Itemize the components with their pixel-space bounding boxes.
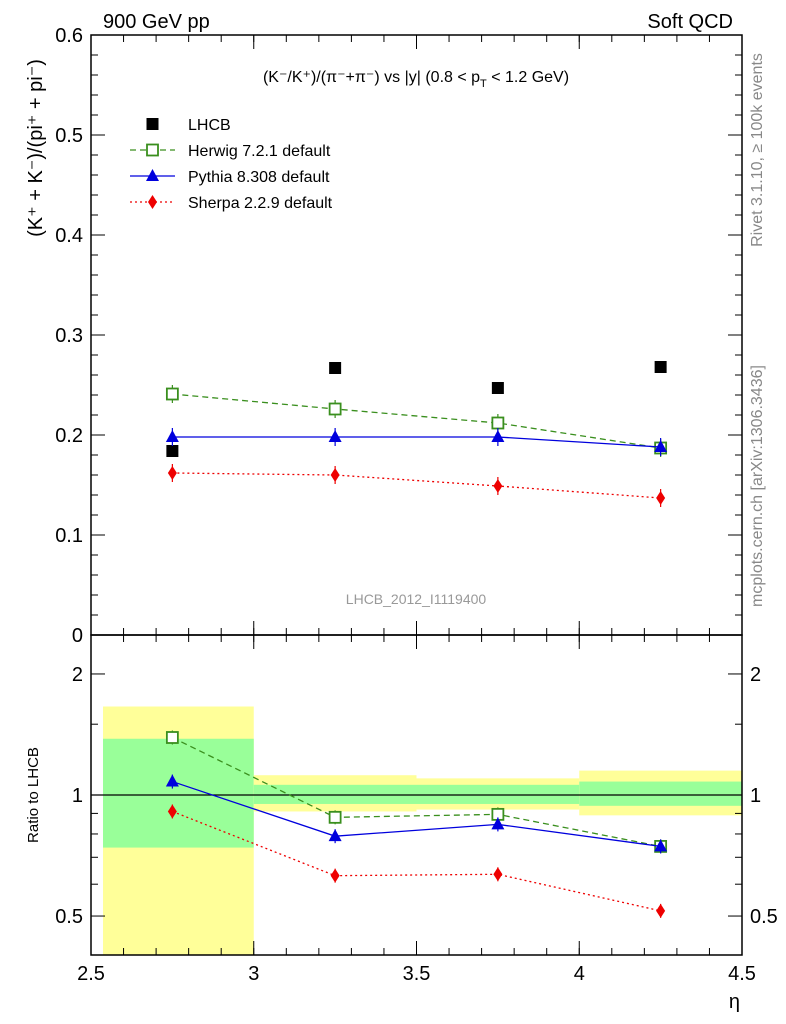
ratio-ytick-label: 0.5: [55, 906, 83, 928]
band-inner-3: [579, 781, 742, 806]
legend-label-2: Pythia 8.308 default: [188, 169, 330, 186]
legend-label-0: LHCB: [188, 117, 231, 134]
ratio-ytick-label: 1: [72, 785, 83, 807]
legend-label-1: Herwig 7.2.1 default: [188, 143, 331, 160]
main-ytick-label: 0.2: [55, 425, 83, 447]
header-right: Soft QCD: [647, 11, 733, 33]
main-point-2-3: [654, 440, 668, 452]
ratio-point-0-1: [328, 810, 342, 824]
main-point-1-2: [491, 416, 505, 430]
main-ytick-label: 0.6: [55, 25, 83, 47]
side-label-rivet: Rivet 3.1.10, ≥ 100k events: [749, 53, 766, 247]
legend: LHCB Herwig 7.2.1 default Pythia 8.308 def…: [130, 117, 333, 212]
ratio-series-line-2: [172, 810, 661, 912]
ratio-ytick-label: 2: [72, 664, 83, 686]
header-left: 900 GeV pp: [103, 11, 210, 33]
xtick-label: 4.5: [728, 963, 756, 985]
ratio-point-2-3: [656, 903, 666, 918]
ratio-series-line-1: [172, 780, 661, 848]
legend-marker-0: [146, 118, 159, 130]
ratio-uncertainty-bands: [103, 706, 742, 955]
main-point-3-2: [493, 479, 503, 493]
band-inner-0: [103, 738, 254, 848]
ratio-ytick-label-right: 0.5: [750, 906, 778, 928]
main-point-1-0: [165, 387, 179, 401]
ratio-series-line-0: [172, 736, 661, 848]
main-point-0-3: [654, 361, 667, 373]
xtick-label: 3.5: [403, 963, 431, 985]
ratio-point-0-0: [165, 731, 179, 744]
xtick-label: 2.5: [77, 963, 105, 985]
chart-marks: [165, 361, 668, 918]
xtick-label: 4: [574, 963, 585, 985]
ratio-point-1-0: [165, 774, 179, 787]
xtick-label: 3: [248, 963, 259, 985]
ratio-point-2-1: [330, 868, 340, 883]
y-axis-label-main: (K⁺ + K⁻)/(pi⁺ + pi⁻): [25, 59, 47, 237]
axes: 0 0.1 0.2 0.3 0.4 0.5 0.6 0.5 0.5 1 1 2 2 2.5 3 3.5 4 4.5: [55, 25, 778, 985]
main-ytick-label: 0.4: [55, 225, 83, 247]
side-label-mcplots: mcplots.cern.ch [arXiv:1306.3436]: [749, 365, 766, 607]
main-point-3-3: [656, 491, 666, 505]
main-point-3-1: [330, 468, 340, 482]
ratio-ytick-label-right: 2: [750, 664, 761, 686]
ratio-point-2-2: [493, 867, 503, 882]
main-series-line-1: [172, 393, 661, 449]
ratio-point-1-2: [491, 817, 505, 830]
legend-label-3: Sherpa 2.2.9 default: [188, 195, 333, 212]
y-axis-label-ratio: Ratio to LHCB: [25, 747, 42, 843]
main-point-0-2: [491, 382, 504, 394]
main-ytick-label: 0.3: [55, 325, 83, 347]
main-point-1-1: [328, 402, 342, 416]
main-series-line-2: [172, 436, 661, 448]
ratio-point-2-0: [167, 804, 177, 819]
ratio-ytick-label-right: 1: [750, 785, 761, 807]
main-point-0-0: [166, 445, 179, 457]
ratio-point-1-1: [328, 829, 342, 842]
band-inner-2: [416, 784, 580, 804]
main-ytick-label: 0.5: [55, 125, 83, 147]
main-point-2-1: [328, 430, 342, 442]
main-series-line-3: [172, 472, 661, 499]
ratio-point-1-3: [654, 839, 668, 852]
x-axis-label: η: [729, 991, 740, 1013]
legend-marker-1: [146, 143, 159, 157]
main-point-2-2: [491, 430, 505, 442]
legend-marker-2: [146, 169, 159, 181]
watermark: LHCB_2012_I1119400: [346, 591, 487, 607]
main-point-0-1: [329, 362, 342, 374]
main-point-2-0: [165, 430, 179, 442]
main-point-3-0: [167, 466, 177, 480]
main-ytick-label: 0: [72, 625, 83, 647]
band-inner-1: [253, 784, 417, 804]
plot-title: (K⁻/K⁺)/(π⁻+π⁻) vs |y| (0.8 < pT < 1.2 G…: [263, 69, 569, 90]
main-ytick-label: 0.1: [55, 525, 83, 547]
legend-marker-3: [148, 195, 157, 209]
